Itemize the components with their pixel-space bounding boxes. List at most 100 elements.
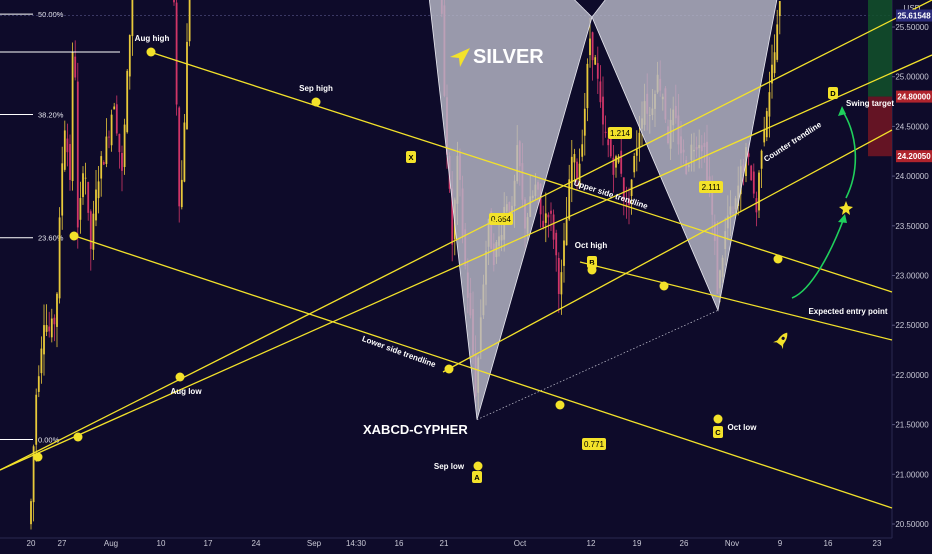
- pattern-point-label: C: [715, 428, 721, 437]
- x-tick-label: 19: [633, 539, 642, 548]
- candle-body: [602, 96, 604, 125]
- target-zones: [868, 0, 892, 157]
- candle-body: [763, 129, 766, 143]
- candle-body: [622, 177, 625, 201]
- y-tick-label: 25.00000: [895, 73, 929, 82]
- candle-body: [126, 70, 129, 133]
- candle-body: [89, 211, 92, 249]
- oct-high-trendline: [579, 261, 893, 341]
- currency-label: USD: [904, 4, 921, 13]
- chart-title: SILVER: [450, 46, 544, 68]
- x-tick-label: Aug: [104, 539, 118, 548]
- pivot-marker: [175, 372, 185, 382]
- candle-body: [115, 104, 118, 134]
- y-tick-label: 21.00000: [895, 470, 929, 479]
- candle-body: [131, 0, 134, 37]
- pattern-point-label: B: [589, 258, 595, 267]
- ratio-label-text: 1.214: [610, 129, 631, 138]
- x-tick-label: Nov: [725, 539, 739, 548]
- x-tick-label: 10: [157, 539, 166, 548]
- x-tick-label: 20: [27, 539, 36, 548]
- x-tick-label: 16: [395, 539, 404, 548]
- annotation-label: Swing target: [846, 99, 894, 108]
- x-tick-label: Sep: [307, 539, 322, 548]
- candle-body: [778, 1, 781, 17]
- candle-body: [97, 181, 100, 199]
- ratio-label-text: 0.771: [584, 440, 605, 449]
- y-tick-label: 24.50000: [895, 122, 929, 131]
- candle-body: [771, 64, 773, 84]
- candle-body: [591, 32, 594, 61]
- profit-zone: [868, 0, 892, 97]
- candle-body: [628, 198, 630, 205]
- candle-body: [105, 136, 108, 164]
- price-axis: 20.50000 21.00000 21.50000 22.00000 22.50000…: [892, 9, 932, 529]
- candle-body: [95, 189, 97, 221]
- candle-body: [43, 325, 45, 355]
- pivot-marker: [659, 281, 669, 291]
- candle-body: [615, 156, 617, 168]
- x-tick-label: 27: [58, 539, 67, 548]
- y-tick-label: 22.00000: [895, 371, 929, 380]
- candle-body: [563, 240, 565, 266]
- pattern-point-label: A: [474, 473, 480, 482]
- candle-body: [589, 38, 591, 56]
- candle-body: [118, 133, 121, 153]
- candle-body: [40, 348, 43, 374]
- candle-body: [755, 198, 758, 213]
- price-tag: [896, 90, 932, 103]
- candle-body: [576, 161, 578, 179]
- candle-body: [84, 177, 87, 179]
- candle-body: [79, 198, 82, 220]
- candle-body: [758, 172, 760, 211]
- pattern-point-marker: [406, 151, 416, 163]
- candle-body: [773, 52, 776, 74]
- pivot-marker: [33, 452, 43, 462]
- pattern-triangle-xab: [428, 0, 593, 420]
- stop-zone: [868, 96, 892, 157]
- annotation-label: Sep high: [299, 84, 333, 93]
- x-tick-label: 9: [778, 539, 783, 548]
- candle-body: [573, 154, 576, 163]
- candle-body: [609, 138, 612, 157]
- pattern-point-marker: [828, 87, 838, 99]
- candle-body: [586, 63, 589, 109]
- candle-body: [560, 272, 563, 295]
- candle-body: [108, 136, 110, 138]
- pattern-triangle-bcd: [591, 0, 778, 312]
- candle-body: [76, 81, 79, 228]
- fib-level-label: 50.00%: [38, 10, 64, 19]
- price-tag: [896, 150, 932, 163]
- candle-body: [607, 139, 610, 146]
- pivot-marker: [444, 364, 454, 374]
- candle-body: [620, 150, 623, 174]
- x-tick-label: 14:30: [346, 539, 367, 548]
- candle-body: [581, 144, 584, 157]
- candle-body: [612, 157, 615, 175]
- candle-body: [578, 163, 581, 188]
- entry-arrow: [791, 217, 845, 299]
- annotation-label: Aug low: [170, 387, 202, 396]
- candle-body: [35, 394, 38, 445]
- annotation-label: Oct low: [728, 423, 758, 432]
- ascending-channel-mid: [0, 54, 932, 471]
- upper-side-trendline: [149, 51, 893, 293]
- candle-body: [186, 41, 188, 130]
- location-arrow-icon: [450, 48, 470, 67]
- candle-body: [750, 165, 753, 181]
- candle-body: [776, 24, 779, 60]
- price-tag-label: 24.20050: [897, 152, 931, 161]
- chart-title-text: SILVER: [473, 46, 544, 68]
- candle-body: [92, 213, 95, 250]
- y-tick-label: 25.50000: [895, 23, 929, 32]
- ratio-label-text: 0.654: [491, 215, 512, 224]
- counter-trendline: [442, 129, 893, 373]
- candle-body: [451, 188, 454, 245]
- annotation-label: Expected entry point: [808, 307, 887, 316]
- pivot-marker: [69, 231, 79, 241]
- candle-body: [604, 131, 607, 134]
- candle-body: [638, 132, 641, 148]
- candle-body: [747, 153, 750, 157]
